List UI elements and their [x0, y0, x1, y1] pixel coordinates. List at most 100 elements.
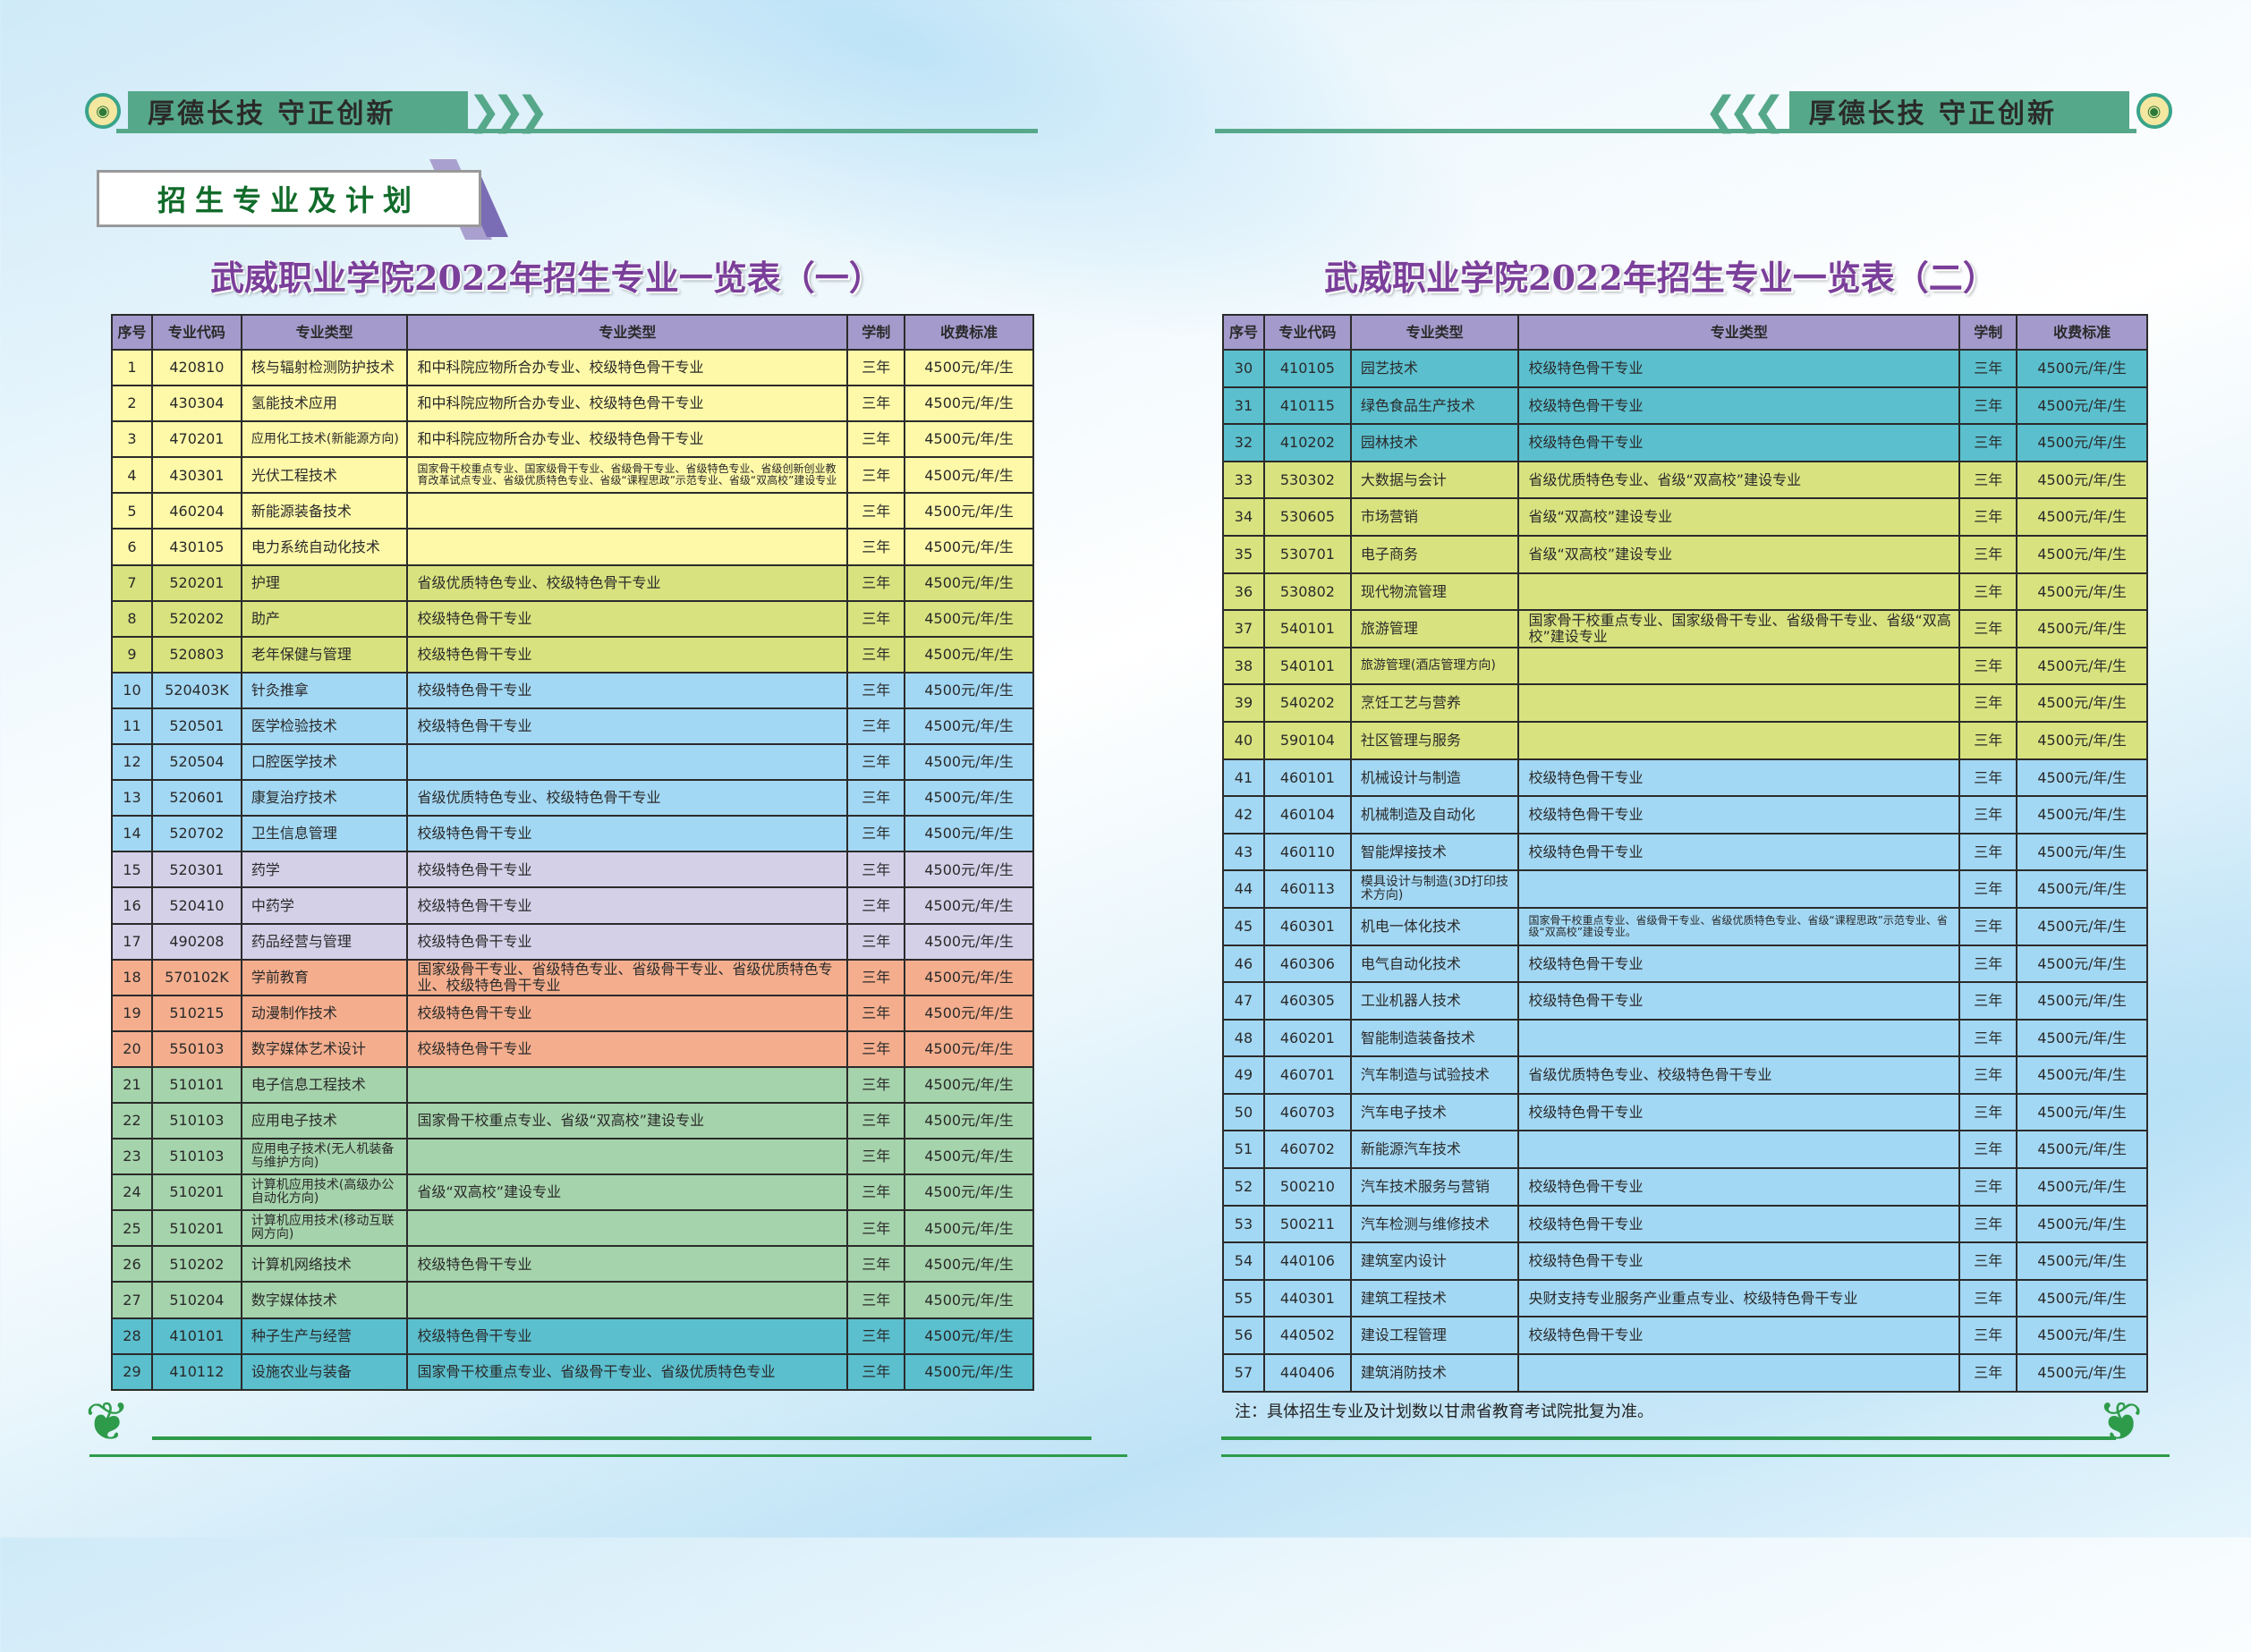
major-name: 汽车电子技术	[1349, 1092, 1520, 1132]
table-row: 56 440502 建设工程管理 校级特色骨干专业 三年 4500元/年/生	[1222, 1316, 2148, 1356]
major-code: 470201	[150, 420, 242, 459]
major-name: 电子商务	[1349, 534, 1520, 574]
major-category: 校级特色骨干专业	[1517, 1167, 1961, 1207]
major-category: 校级特色骨干专业	[406, 1245, 849, 1283]
fee: 4500元/年/生	[2016, 832, 2148, 872]
fee: 4500元/年/生	[2016, 1167, 2148, 1207]
major-category	[406, 1138, 849, 1176]
major-code: 520501	[150, 707, 242, 746]
duration: 三年	[846, 886, 906, 925]
duration: 三年	[1958, 1353, 2018, 1393]
table-row: 4 430301 光伏工程技术 国家骨干校重点专业、国家级骨干专业、省级骨干专业、省级…	[111, 456, 1034, 495]
section-title: 招生专业及计划	[97, 170, 481, 227]
duration: 三年	[1958, 1018, 2018, 1058]
major-name: 设施农业与装备	[240, 1352, 409, 1391]
major-category: 校级特色骨干专业	[1517, 423, 1961, 462]
majors-table-1: 序号 专业代码 专业类型 专业类型 学制 收费标准 1 420810 核与辐射检测防…	[111, 314, 1034, 1391]
fee: 4500元/年/生	[904, 599, 1034, 638]
table-row: 13 520601 康复治疗技术 省级优质特色专业、校级特色骨干专业 三年 4500元/年…	[111, 779, 1034, 818]
row-number: 37	[1222, 609, 1265, 648]
major-name: 核与辐射检测防护技术	[240, 348, 409, 387]
major-name: 园林技术	[1349, 423, 1520, 462]
table-row: 35 530701 电子商务 省级“双高校”建设专业 三年 4500元/年/生	[1222, 534, 2148, 574]
major-name: 市场营销	[1349, 497, 1520, 537]
major-code: 460104	[1262, 795, 1352, 834]
major-code: 500210	[1262, 1167, 1352, 1207]
major-category: 校级特色骨干专业	[406, 635, 849, 674]
row-number: 20	[111, 1029, 153, 1068]
row-number: 21	[111, 1065, 153, 1104]
slogan-banner-right: ❮❮❮ 厚德长技 守正创新 ◉	[1704, 89, 2172, 134]
duration: 三年	[1958, 460, 2018, 500]
duration: 三年	[846, 385, 906, 423]
table-row: 55 440301 建筑工程技术 央财支持专业服务产业重点专业、校级特色骨干专业 三年 4…	[1222, 1278, 2148, 1318]
major-category: 国家骨干校重点专业、省级骨干专业、省级优质特色专业	[406, 1352, 849, 1391]
footnote: 注：具体招生专业及计划数以甘肃省教育考试院批复为准。	[1235, 1402, 1653, 1421]
row-number: 45	[1222, 906, 1265, 946]
row-number: 41	[1222, 758, 1265, 798]
major-code: 510204	[150, 1281, 242, 1319]
fee: 4500元/年/生	[2016, 1278, 2148, 1318]
duration: 三年	[1958, 1316, 2018, 1356]
major-code: 420810	[150, 348, 242, 387]
major-category: 校级特色骨干专业	[1517, 832, 1961, 872]
row-number: 11	[111, 707, 153, 746]
fee: 4500元/年/生	[904, 563, 1034, 602]
duration: 三年	[1958, 906, 2018, 946]
major-name: 口腔医学技术	[240, 743, 409, 782]
major-category: 校级特色骨干专业	[406, 1029, 849, 1068]
duration: 三年	[846, 1173, 906, 1212]
fee: 4500元/年/生	[2016, 683, 2148, 723]
duration: 三年	[846, 1281, 906, 1319]
major-code: 410115	[1262, 385, 1352, 426]
row-number: 19	[111, 994, 153, 1032]
fee: 4500元/年/生	[904, 492, 1034, 530]
col-header-duration: 学制	[846, 314, 906, 351]
major-category: 省级优质特色专业、校级特色骨干专业	[1517, 1055, 1961, 1095]
table-row: 11 520501 医学检验技术 校级特色骨干专业 三年 4500元/年/生	[111, 707, 1034, 746]
fee: 4500元/年/生	[904, 707, 1034, 746]
major-category: 和中科院应物所合办专业、校级特色骨干专业	[406, 420, 849, 459]
major-name: 针灸推拿	[240, 671, 409, 709]
major-category: 校级特色骨干专业	[406, 707, 849, 746]
table-row: 25 510201 计算机应用技术(移动互联网方向) 三年 4500元/年/生	[111, 1209, 1034, 1248]
major-name: 氢能技术应用	[240, 385, 409, 423]
fee: 4500元/年/生	[904, 385, 1034, 423]
major-category: 校级特色骨干专业	[406, 599, 849, 638]
major-code: 460301	[1262, 906, 1352, 946]
fee: 4500元/年/生	[2016, 1018, 2148, 1058]
row-number: 8	[111, 599, 153, 638]
row-number: 43	[1222, 832, 1265, 872]
row-number: 9	[111, 635, 153, 674]
major-category	[1517, 646, 1961, 686]
major-category: 国家骨干校重点专业、省级“双高校”建设专业	[406, 1101, 849, 1140]
row-number: 50	[1222, 1092, 1265, 1132]
row-number: 27	[111, 1281, 153, 1319]
table-row: 38 540101 旅游管理(酒店管理方向) 三年 4500元/年/生	[1222, 646, 2148, 686]
fee: 4500元/年/生	[904, 922, 1034, 961]
duration: 三年	[846, 851, 906, 889]
major-name: 电气自动化技术	[1349, 944, 1520, 984]
major-category: 省级“双高校”建设专业	[1517, 497, 1961, 537]
slogan-text: 厚德长技 守正创新	[1788, 91, 2129, 131]
major-name: 旅游管理(酒店管理方向)	[1349, 646, 1520, 686]
table-row: 48 460201 智能制造装备技术 三年 4500元/年/生	[1222, 1018, 2148, 1058]
major-code: 430301	[150, 456, 242, 495]
row-number: 4	[111, 456, 153, 495]
major-code: 530802	[1262, 572, 1352, 612]
major-code: 520202	[150, 599, 242, 638]
row-number: 36	[1222, 572, 1265, 612]
table-row: 14 520702 卫生信息管理 校级特色骨干专业 三年 4500元/年/生	[111, 815, 1034, 853]
major-name: 应用电子技术	[240, 1101, 409, 1140]
table-row: 30 410105 园艺技术 校级特色骨干专业 三年 4500元/年/生	[1222, 349, 2148, 388]
major-code: 460201	[1262, 1018, 1352, 1058]
table-row: 6 430105 电力系统自动化技术 三年 4500元/年/生	[111, 528, 1034, 566]
row-number: 12	[111, 743, 153, 782]
row-number: 48	[1222, 1018, 1265, 1058]
fee: 4500元/年/生	[904, 1173, 1034, 1212]
fee: 4500元/年/生	[904, 456, 1034, 495]
major-name: 新能源装备技术	[240, 492, 409, 530]
table-row: 15 520301 药学 校级特色骨干专业 三年 4500元/年/生	[111, 851, 1034, 889]
duration: 三年	[846, 922, 906, 961]
duration: 三年	[846, 958, 906, 996]
